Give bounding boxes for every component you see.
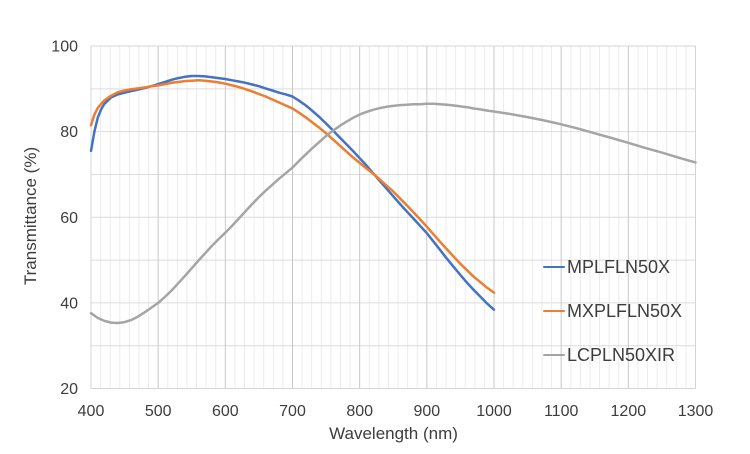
series-line-swatch — [543, 265, 565, 269]
y-axis-title: Transmittance (%) — [21, 146, 40, 286]
legend-item-mplfln50x: MPLFLN50X — [543, 255, 682, 279]
legend-label: MXPLFLN50X — [567, 300, 683, 321]
y-tick-label: 100 — [51, 39, 78, 56]
x-tick-label: 1200 — [611, 403, 647, 420]
x-tick-label: 700 — [279, 403, 306, 420]
series-line-MXPLFLN50X — [89, 79, 496, 294]
x-tick-label: 400 — [78, 403, 105, 420]
legend-item-lcpln50xir: LCPLN50XIR — [543, 343, 682, 367]
series-line-swatch — [543, 309, 565, 313]
x-axis-title: Wavelength (nm) — [329, 424, 458, 443]
x-tick-label: 1300 — [678, 403, 714, 420]
y-tick-label: 60 — [60, 210, 78, 227]
plot-border — [90, 45, 696, 389]
x-tick-label: 500 — [145, 403, 172, 420]
legend: MPLFLN50X MXPLFLN50X LCPLN50XIR — [543, 255, 682, 387]
legend-label: MPLFLN50X — [567, 256, 671, 277]
y-tick-label: 20 — [60, 381, 78, 398]
y-tick-label: 80 — [60, 124, 78, 141]
legend-label: LCPLN50XIR — [567, 344, 676, 365]
y-tick-label: 40 — [60, 295, 78, 312]
series-line-swatch — [543, 353, 565, 357]
series-line-LCPLN50XIR — [89, 102, 697, 325]
x-tick-label: 800 — [346, 403, 373, 420]
x-tick-label: 900 — [413, 403, 440, 420]
x-tick-label: 600 — [212, 403, 239, 420]
x-tick-label: 1100 — [544, 403, 579, 420]
x-tick-label: 1000 — [476, 403, 512, 420]
legend-item-mxplfln50x: MXPLFLN50X — [543, 299, 682, 323]
